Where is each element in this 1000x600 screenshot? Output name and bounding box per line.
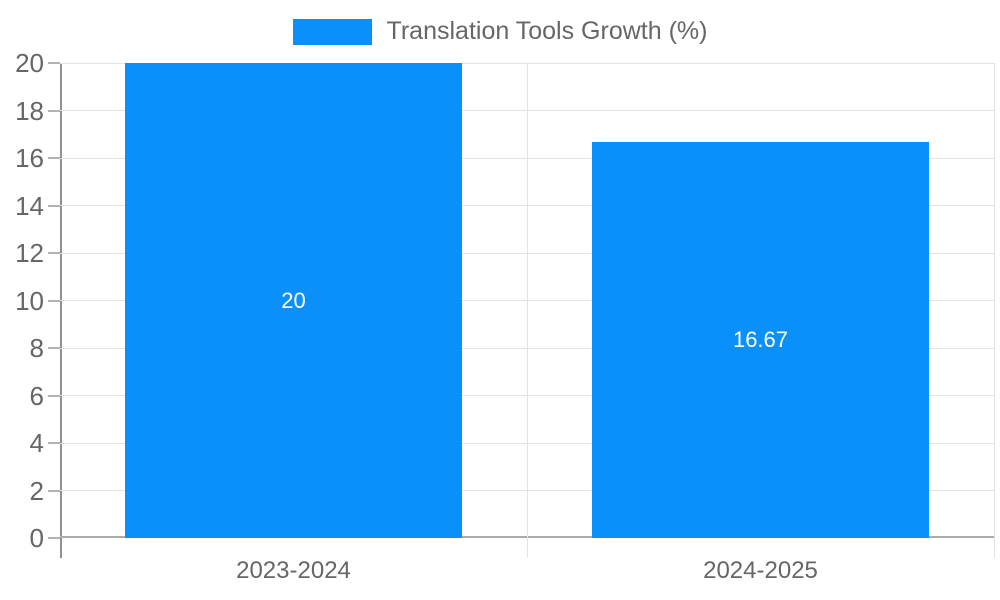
y-tick-mark bbox=[48, 299, 60, 302]
bar[interactable]: 16.67 bbox=[592, 142, 929, 538]
y-axis-label: 12 bbox=[15, 238, 44, 268]
y-axis-label: 20 bbox=[15, 48, 44, 78]
y-axis-label: 10 bbox=[15, 285, 44, 316]
legend: Translation Tools Growth (%) bbox=[0, 17, 1000, 46]
y-axis-label: 14 bbox=[15, 190, 44, 221]
y-axis-label: 2 bbox=[29, 475, 44, 506]
y-axis-label: 6 bbox=[29, 380, 44, 411]
y-axis-line bbox=[60, 63, 62, 558]
y-tick-mark bbox=[48, 204, 60, 207]
x-axis-label: 2024-2025 bbox=[703, 557, 818, 584]
y-tick-mark bbox=[48, 109, 60, 112]
y-tick-mark bbox=[48, 252, 60, 254]
gridline-v bbox=[526, 63, 528, 558]
legend-item[interactable]: Translation Tools Growth (%) bbox=[292, 17, 708, 46]
bar[interactable]: 20 bbox=[125, 63, 462, 538]
y-tick-mark bbox=[48, 442, 60, 444]
x-axis-label: 2023-2024 bbox=[236, 557, 351, 584]
y-axis-label: 18 bbox=[15, 95, 44, 126]
legend-swatch-icon bbox=[292, 18, 372, 45]
y-tick-mark bbox=[48, 157, 60, 159]
bar-value-label: 16.67 bbox=[732, 327, 789, 353]
y-axis-label: 4 bbox=[29, 428, 44, 458]
y-tick-mark bbox=[48, 62, 60, 64]
gridline-v bbox=[993, 63, 995, 558]
y-axis-label: 0 bbox=[29, 523, 44, 553]
y-axis-label: 16 bbox=[15, 143, 44, 173]
y-tick-mark bbox=[48, 537, 60, 539]
y-tick-mark bbox=[48, 347, 60, 349]
bar-value-label: 20 bbox=[281, 287, 306, 313]
y-axis-label: 8 bbox=[29, 333, 44, 363]
y-tick-mark bbox=[48, 394, 60, 397]
y-tick-mark bbox=[48, 489, 60, 492]
plot-area: 20 16.67 bbox=[60, 62, 995, 558]
legend-label: Translation Tools Growth (%) bbox=[386, 17, 708, 45]
